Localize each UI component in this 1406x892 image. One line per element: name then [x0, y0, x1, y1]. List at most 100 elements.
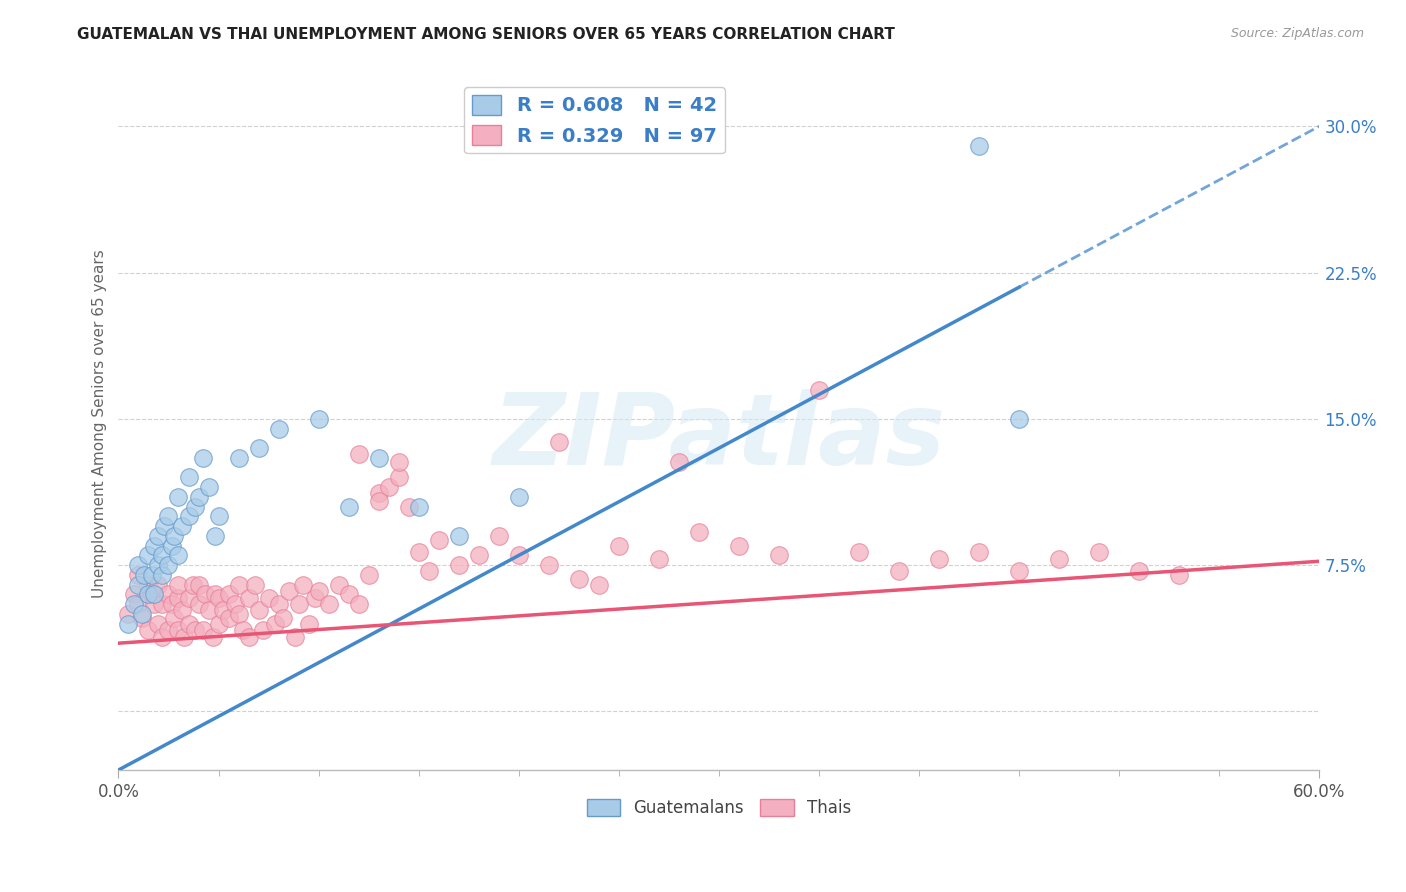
Point [1047, 552, 1070, 566]
Point [152, 549, 174, 563]
Point [304, 591, 326, 606]
Point [177, 470, 200, 484]
Point [247, 603, 270, 617]
Point [247, 441, 270, 455]
Point [152, 568, 174, 582]
Point [218, 587, 240, 601]
Point [167, 577, 190, 591]
Point [967, 544, 990, 558]
Point [152, 631, 174, 645]
Point [127, 568, 149, 582]
Point [193, 587, 215, 601]
Point [377, 480, 399, 494]
Point [1168, 568, 1191, 582]
Point [201, 631, 224, 645]
Point [187, 490, 209, 504]
Point [141, 568, 163, 582]
Point [267, 421, 290, 435]
Point [191, 623, 214, 637]
Point [138, 587, 160, 601]
Point [172, 519, 194, 533]
Point [263, 616, 285, 631]
Point [207, 509, 229, 524]
Point [157, 587, 180, 601]
Point [167, 623, 190, 637]
Point [207, 591, 229, 606]
Point [568, 572, 591, 586]
Point [668, 455, 690, 469]
Point [127, 558, 149, 573]
Point [308, 412, 330, 426]
Point [143, 587, 166, 601]
Point [173, 631, 195, 645]
Point [157, 509, 180, 524]
Point [172, 603, 194, 617]
Point [177, 509, 200, 524]
Point [152, 597, 174, 611]
Point [728, 539, 751, 553]
Point [1008, 412, 1031, 426]
Point [447, 529, 470, 543]
Legend: Guatemalans, Thais: Guatemalans, Thais [579, 792, 858, 824]
Point [408, 544, 430, 558]
Point [297, 616, 319, 631]
Point [688, 524, 710, 539]
Point [337, 587, 360, 601]
Point [887, 564, 910, 578]
Point [238, 591, 260, 606]
Point [228, 450, 250, 465]
Point [163, 611, 186, 625]
Point [117, 607, 139, 621]
Point [187, 577, 209, 591]
Point [163, 529, 186, 543]
Point [148, 616, 170, 631]
Point [148, 558, 170, 573]
Point [167, 549, 190, 563]
Point [162, 597, 184, 611]
Point [468, 549, 491, 563]
Point [153, 519, 176, 533]
Point [328, 577, 350, 591]
Point [127, 597, 149, 611]
Point [537, 558, 560, 573]
Point [131, 611, 153, 625]
Point [1128, 564, 1150, 578]
Point [232, 623, 254, 637]
Text: ZIPatlas: ZIPatlas [492, 389, 945, 486]
Point [277, 583, 299, 598]
Point [183, 500, 205, 514]
Point [508, 549, 530, 563]
Point [808, 383, 831, 397]
Point [768, 549, 790, 563]
Point [347, 597, 370, 611]
Point [143, 597, 166, 611]
Point [197, 603, 219, 617]
Point [287, 597, 309, 611]
Point [148, 577, 170, 591]
Point [267, 597, 290, 611]
Point [148, 529, 170, 543]
Point [367, 486, 389, 500]
Point [398, 500, 420, 514]
Point [648, 552, 671, 566]
Point [157, 558, 180, 573]
Point [284, 631, 307, 645]
Point [238, 631, 260, 645]
Point [547, 435, 569, 450]
Point [967, 138, 990, 153]
Point [157, 623, 180, 637]
Point [357, 568, 380, 582]
Point [177, 591, 200, 606]
Point [1088, 544, 1111, 558]
Point [224, 597, 246, 611]
Point [218, 611, 240, 625]
Point [177, 616, 200, 631]
Point [228, 607, 250, 621]
Point [228, 577, 250, 591]
Point [257, 591, 280, 606]
Point [124, 587, 146, 601]
Point [367, 493, 389, 508]
Point [138, 577, 160, 591]
Point [337, 500, 360, 514]
Point [162, 539, 184, 553]
